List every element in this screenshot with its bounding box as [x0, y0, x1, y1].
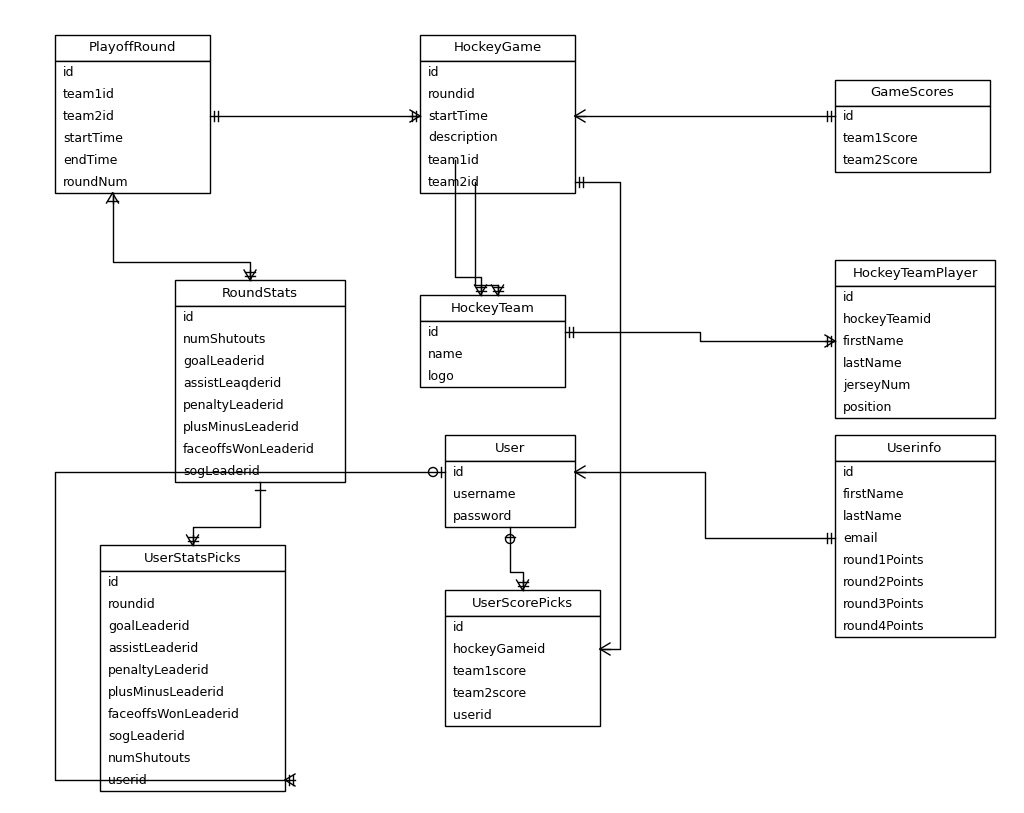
Text: firstName: firstName [843, 334, 904, 347]
Text: endTime: endTime [63, 154, 118, 167]
Text: team2id: team2id [63, 110, 115, 123]
Text: penaltyLeaderid: penaltyLeaderid [108, 663, 210, 676]
Bar [445, 461, 575, 527]
Text: id: id [108, 576, 120, 589]
Text: name: name [428, 347, 464, 360]
Text: Userinfo: Userinfo [888, 441, 943, 454]
Bar [420, 321, 565, 387]
Text: team1Score: team1Score [843, 133, 919, 146]
Bar [175, 306, 345, 482]
Text: sogLeaderid: sogLeaderid [108, 729, 184, 742]
Text: startTime: startTime [63, 132, 123, 145]
Bar [100, 571, 285, 791]
Bar [835, 461, 995, 637]
Text: HockeyTeamPlayer: HockeyTeamPlayer [852, 267, 978, 280]
Text: GameScores: GameScores [870, 86, 954, 99]
Text: password: password [453, 510, 512, 523]
Text: hockeyGameid: hockeyGameid [453, 642, 546, 655]
Text: plusMinusLeaderid: plusMinusLeaderid [108, 685, 225, 698]
Text: HockeyGame: HockeyGame [454, 41, 542, 54]
Text: lastName: lastName [843, 510, 902, 523]
Text: email: email [843, 532, 878, 545]
Text: description: description [428, 132, 498, 145]
Text: penaltyLeaderid: penaltyLeaderid [183, 398, 285, 411]
Text: roundid: roundid [428, 88, 476, 101]
Text: HockeyTeam: HockeyTeam [451, 302, 535, 315]
Text: assistLeaqderid: assistLeaqderid [183, 376, 282, 389]
Text: team2score: team2score [453, 686, 527, 699]
Bar [835, 80, 990, 106]
Text: goalLeaderid: goalLeaderid [183, 354, 264, 367]
Bar [835, 286, 995, 418]
Bar [835, 260, 995, 286]
Text: id: id [843, 466, 854, 479]
Text: id: id [428, 66, 439, 79]
Bar [420, 61, 575, 193]
Bar [55, 35, 210, 61]
Text: team2id: team2id [428, 176, 480, 189]
Text: position: position [843, 401, 892, 414]
Text: roundid: roundid [108, 598, 156, 611]
Text: id: id [63, 66, 75, 79]
Text: hockeyTeamid: hockeyTeamid [843, 312, 932, 325]
Bar [835, 435, 995, 461]
Text: User: User [495, 441, 525, 454]
Text: UserScorePicks: UserScorePicks [472, 597, 573, 610]
Text: firstName: firstName [843, 488, 904, 501]
Bar [835, 106, 990, 172]
Bar [420, 35, 575, 61]
Text: PlayoffRound: PlayoffRound [89, 41, 176, 54]
Text: id: id [453, 620, 465, 633]
Text: team1id: team1id [428, 154, 480, 167]
Text: userid: userid [108, 773, 146, 786]
Text: id: id [843, 290, 854, 303]
Text: roundNum: roundNum [63, 176, 129, 189]
Text: sogLeaderid: sogLeaderid [183, 464, 260, 477]
Text: round2Points: round2Points [843, 576, 925, 589]
Text: lastName: lastName [843, 356, 902, 369]
Text: id: id [843, 111, 854, 124]
Bar [175, 280, 345, 306]
Text: team1score: team1score [453, 664, 527, 677]
Text: id: id [453, 466, 465, 479]
Text: jerseyNum: jerseyNum [843, 379, 910, 392]
Text: logo: logo [428, 369, 455, 382]
Text: faceoffsWonLeaderid: faceoffsWonLeaderid [108, 707, 240, 720]
Bar [445, 616, 600, 726]
Text: team1id: team1id [63, 88, 115, 101]
Text: round1Points: round1Points [843, 554, 925, 567]
Text: faceoffsWonLeaderid: faceoffsWonLeaderid [183, 442, 314, 455]
Bar [420, 295, 565, 321]
Text: UserStatsPicks: UserStatsPicks [143, 551, 242, 564]
Text: userid: userid [453, 708, 492, 721]
Bar [445, 435, 575, 461]
Text: username: username [453, 488, 515, 501]
Bar [55, 61, 210, 193]
Text: round3Points: round3Points [843, 598, 925, 611]
Text: numShutouts: numShutouts [108, 751, 191, 764]
Text: plusMinusLeaderid: plusMinusLeaderid [183, 420, 300, 433]
Text: goalLeaderid: goalLeaderid [108, 620, 189, 633]
Bar [100, 545, 285, 571]
Text: assistLeaderid: assistLeaderid [108, 641, 199, 654]
Text: id: id [428, 325, 439, 338]
Text: round4Points: round4Points [843, 620, 925, 633]
Text: startTime: startTime [428, 110, 487, 123]
Text: RoundStats: RoundStats [222, 286, 298, 299]
Text: team2Score: team2Score [843, 154, 919, 167]
Text: id: id [183, 311, 195, 324]
Bar [445, 590, 600, 616]
Text: numShutouts: numShutouts [183, 333, 266, 346]
